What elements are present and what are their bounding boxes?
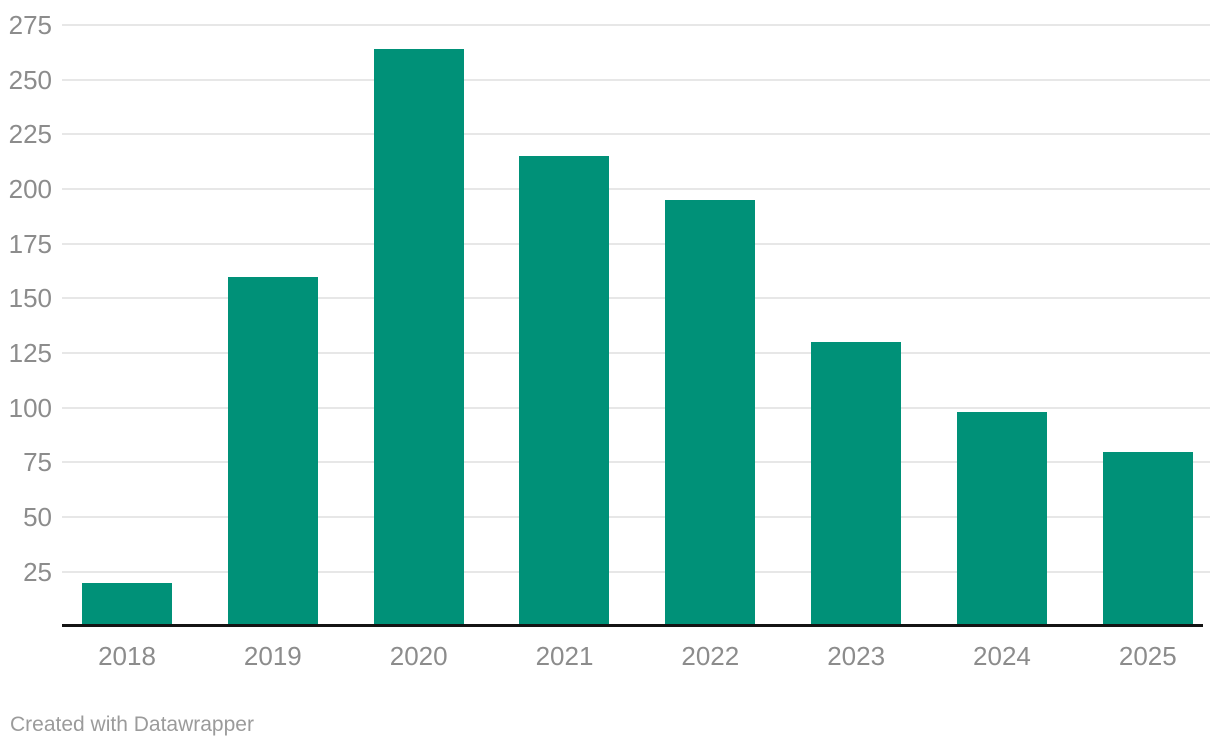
gridline-25	[62, 570, 1210, 573]
gridline-175	[62, 242, 1210, 245]
bar-2025	[1102, 451, 1193, 627]
y-tick-label-175: 175	[8, 228, 52, 259]
y-tick-label-100: 100	[8, 392, 52, 423]
bar-2020	[373, 49, 464, 627]
gridline-150	[62, 297, 1210, 300]
bar-2023	[811, 342, 902, 627]
x-tick-label-2025: 2025	[1118, 641, 1177, 671]
x-tick-label-2018: 2018	[98, 641, 156, 671]
gridline-100	[62, 406, 1210, 409]
gridline-275	[62, 24, 1210, 26]
gridline-250	[62, 78, 1210, 81]
y-tick-label-75: 75	[23, 447, 52, 478]
y-tick-label-125: 125	[8, 338, 52, 369]
y-tick-label-50: 50	[23, 502, 52, 533]
x-tick-label-2024: 2024	[973, 641, 1031, 671]
x-tick-label-2020: 2020	[389, 641, 448, 671]
x-tick-label-2019: 2019	[243, 641, 302, 671]
x-tick-label-2023: 2023	[827, 641, 886, 671]
datawrapper-credit-link[interactable]: Created with Datawrapper	[10, 713, 254, 736]
gridline-75	[62, 461, 1210, 464]
gridline-200	[62, 188, 1210, 191]
x-axis-line	[62, 624, 1203, 627]
gridline-125	[62, 352, 1210, 355]
y-tick-label-275: 275	[8, 10, 52, 40]
x-tick-label-2022: 2022	[681, 641, 740, 671]
y-tick-label-225: 225	[8, 119, 52, 150]
bar-2021	[519, 156, 610, 627]
bar-2022	[665, 199, 756, 627]
y-tick-label-250: 250	[8, 64, 52, 95]
y-tick-label-200: 200	[8, 174, 52, 205]
y-tick-label-25: 25	[23, 556, 52, 587]
y-tick-label-150: 150	[8, 283, 52, 314]
gridline-50	[62, 516, 1210, 519]
bar-2019	[227, 276, 318, 627]
bar-2018	[82, 582, 172, 627]
x-tick-label-2021: 2021	[535, 641, 594, 671]
gridline-225	[62, 133, 1210, 136]
bar-2024	[956, 412, 1047, 627]
